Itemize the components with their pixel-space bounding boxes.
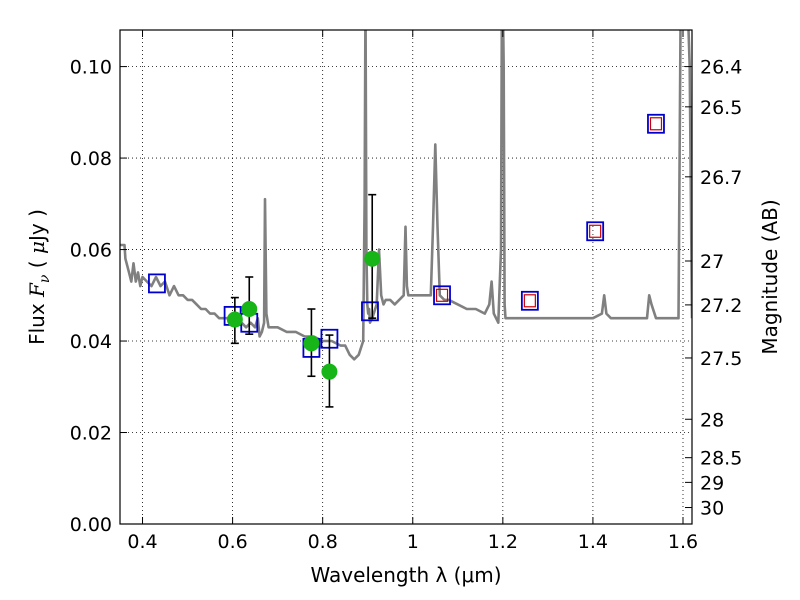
y-tick-label: 0.08 [70, 148, 112, 170]
x-tick-label: 0.6 [217, 531, 247, 553]
y-label-subscript: ν [37, 274, 53, 283]
observed-point [226, 311, 243, 328]
observed-point [241, 301, 258, 318]
y-label-symbol: F [25, 282, 49, 298]
y-tick-label: 0.04 [70, 331, 112, 353]
y-tick-label: 0.10 [70, 57, 112, 79]
y-label-open: ( [25, 254, 49, 275]
right-axis-label: Magnitude (AB) [758, 199, 782, 354]
series-sed-line [120, 30, 692, 361]
right-tick-label: 26.7 [700, 167, 742, 189]
x-tick-label: 0.4 [127, 531, 157, 553]
right-tick-label: 28.5 [700, 448, 742, 470]
right-axis: 26.4 26.5 26.7 27 27.2 27.5 28 28.529 30 [685, 57, 742, 520]
series-observed-points [226, 193, 381, 408]
x-tick-label: 1 [407, 531, 419, 553]
right-tick-label: 27 [700, 251, 724, 273]
model-square-inner-marker [589, 224, 602, 238]
y-tick-label: 0.06 [70, 240, 112, 262]
model-square-marker [647, 113, 665, 134]
observed-point [303, 335, 320, 352]
right-tick-label: 29 [700, 472, 724, 494]
model-square-inner-marker [435, 288, 449, 302]
y-axis: 0.00 0.02 0.04 0.06 0.08 0.10 [70, 57, 127, 536]
y-label-close: ) [25, 209, 49, 223]
y-label-unit: Jy [25, 223, 49, 243]
model-square-marker [520, 290, 539, 311]
right-tick-label: 27.5 [700, 348, 742, 370]
model-square-marker [148, 273, 166, 294]
y-tick-label: 0.00 [70, 514, 112, 536]
right-tick-label: 28 [700, 409, 724, 431]
x-axis: 0.4 0.6 0.8 1 1.2 1.4 1.6 [127, 30, 698, 553]
y-label-mu: μ [25, 241, 49, 254]
right-tick-label: 26.5 [700, 97, 742, 119]
x-tick-label: 0.8 [308, 531, 338, 553]
y-label-prefix: Flux [25, 297, 49, 345]
x-axis-label: Wavelength λ (μm) [310, 563, 501, 587]
x-tick-label: 1.2 [488, 531, 518, 553]
model-square-marker [361, 301, 379, 322]
right-tick-label: 26.4 [700, 57, 742, 79]
observed-point [364, 250, 381, 267]
model-square-inner-marker [649, 117, 663, 131]
y-axis-label: Flux Fν ( μJy ) [25, 209, 53, 345]
model-square-marker [433, 285, 451, 306]
x-tick-label: 1.4 [578, 531, 608, 553]
right-tick-label: 30 [700, 498, 724, 520]
sed-line [120, 30, 692, 361]
model-square-inner-marker [523, 294, 536, 308]
plot-frame [119, 29, 693, 525]
plot-area [120, 30, 692, 408]
observed-point [321, 363, 338, 380]
y-tick-label: 0.02 [70, 423, 112, 445]
x-tick-label: 1.6 [668, 531, 698, 553]
model-square-marker [586, 221, 605, 242]
right-tick-label: 27.2 [700, 295, 742, 317]
